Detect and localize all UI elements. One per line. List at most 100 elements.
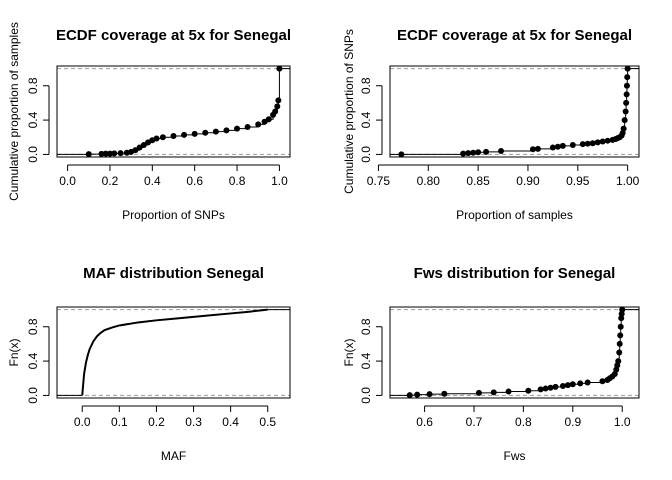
data-point <box>569 141 576 148</box>
data-point <box>615 358 622 365</box>
x-axis-label: Fws <box>504 449 526 463</box>
data-point <box>616 349 623 356</box>
plot-frame <box>56 65 291 158</box>
x-tick-label: 0.2 <box>148 415 165 429</box>
data-point <box>559 142 566 149</box>
data-point <box>589 140 596 147</box>
y-tick-label: 0.4 <box>26 352 40 369</box>
data-point <box>505 388 512 395</box>
x-tick-label: 0.90 <box>516 174 540 188</box>
x-tick-label: 1.0 <box>271 174 288 188</box>
data-point <box>159 134 166 141</box>
x-tick-label: 0.9 <box>564 415 581 429</box>
data-point <box>617 323 624 330</box>
data-point <box>498 147 505 154</box>
x-tick-label: 0.8 <box>229 174 246 188</box>
data-point <box>212 128 219 135</box>
data-point <box>475 149 482 156</box>
data-point <box>525 387 532 394</box>
data-point <box>153 135 160 142</box>
data-point <box>406 392 413 399</box>
data-point <box>272 108 279 115</box>
data-point <box>621 117 628 124</box>
data-point <box>552 383 559 390</box>
data-point <box>542 385 549 392</box>
ecdf-curve <box>81 308 268 396</box>
chart-panel-2: ECDF coverage at 5x for Senegal 0.75 0.80 0… <box>342 27 639 222</box>
data-point <box>111 150 118 157</box>
x-tick-label: 0.3 <box>185 415 202 429</box>
x-tick-label: 0.4 <box>222 415 239 429</box>
data-point <box>244 123 251 130</box>
data-point <box>414 391 421 398</box>
x-tick-label: 0.95 <box>566 174 590 188</box>
x-tick-label: 0.8 <box>515 415 532 429</box>
x-tick-label: 0.7 <box>466 415 483 429</box>
chart-title: ECDF coverage at 5x for Senegal <box>397 27 632 44</box>
chart-panel-1: ECDF coverage at 5x for Senegal 0.0 0.2 0.4… <box>7 22 291 222</box>
x-tick-label: 0.4 <box>144 174 161 188</box>
x-tick-label: 0.5 <box>259 415 276 429</box>
data-point <box>534 145 541 152</box>
data-point <box>624 74 631 81</box>
x-tick-label: 0.80 <box>417 174 441 188</box>
data-point <box>398 151 405 158</box>
y-tick-label: 0.8 <box>359 318 373 335</box>
data-point <box>255 121 262 128</box>
x-axis-label: MAF <box>161 449 186 463</box>
data-point <box>191 130 198 137</box>
data-point <box>170 132 177 139</box>
data-point <box>102 150 109 157</box>
data-point <box>623 82 630 89</box>
data-point <box>584 140 591 147</box>
y-tick-label: 0.8 <box>359 77 373 94</box>
y-tick-label: 0.8 <box>26 318 40 335</box>
data-point <box>529 146 536 153</box>
data-point <box>470 149 477 156</box>
data-point <box>234 125 241 132</box>
data-point <box>617 332 624 339</box>
plot-frame <box>56 306 291 399</box>
chart-title: Fws distribution for Senegal <box>414 265 616 282</box>
data-point <box>549 144 556 151</box>
y-tick-label: 0.0 <box>26 146 40 163</box>
data-point <box>475 389 482 396</box>
data-point <box>265 116 272 123</box>
data-point <box>537 386 544 393</box>
data-point <box>202 129 209 136</box>
data-point <box>577 380 584 387</box>
y-axis-label: Cumulative proportion of SNPs <box>342 29 356 194</box>
y-tick-label: 0.0 <box>26 387 40 404</box>
x-tick-label: 0.85 <box>466 174 490 188</box>
y-tick-label: 0.0 <box>359 387 373 404</box>
y-tick-label: 0.0 <box>359 146 373 163</box>
chart-panel-3: MAF distribution Senegal 0.0 0.1 0.2 0.3 0.4 0… <box>7 265 291 463</box>
data-point <box>98 150 105 157</box>
data-point <box>569 381 576 388</box>
data-point <box>276 65 283 72</box>
data-point <box>623 91 630 98</box>
x-tick-label: 0.0 <box>74 415 91 429</box>
y-tick-label: 0.8 <box>26 77 40 94</box>
y-axis-label: Fn(x) <box>7 339 21 367</box>
data-point <box>584 379 591 386</box>
data-point <box>599 138 606 145</box>
data-point <box>616 340 623 347</box>
data-point <box>490 389 497 396</box>
data-point <box>554 143 561 150</box>
x-axis-label: Proportion of SNPs <box>122 208 225 222</box>
plot-frame <box>389 306 640 399</box>
x-tick-label: 0.75 <box>367 174 391 188</box>
data-point <box>274 103 281 110</box>
data-point <box>465 150 472 157</box>
data-point <box>460 150 467 157</box>
data-point <box>594 139 601 146</box>
data-point <box>275 97 282 104</box>
data-point <box>599 378 606 385</box>
data-point <box>624 65 631 72</box>
data-point <box>620 125 627 132</box>
data-point <box>623 99 630 106</box>
x-tick-label: 1.00 <box>616 174 640 188</box>
data-point <box>117 150 124 157</box>
data-point <box>622 108 629 115</box>
